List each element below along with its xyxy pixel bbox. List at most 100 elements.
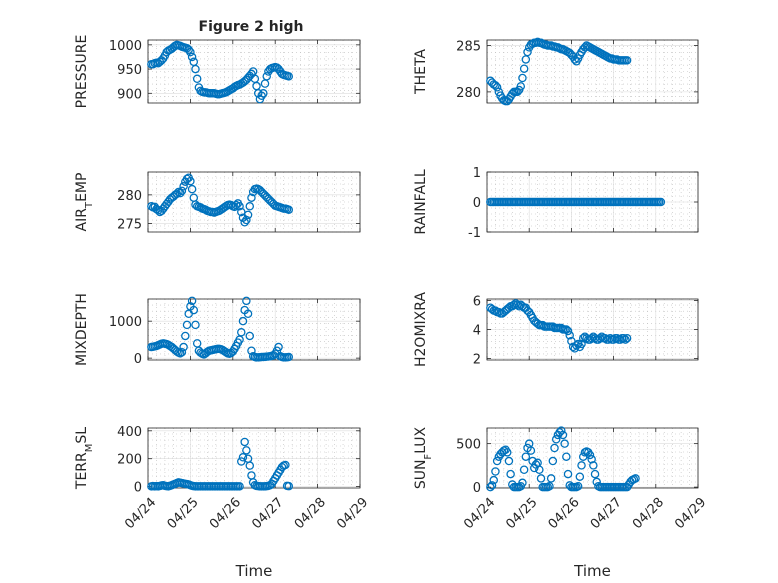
data-point [284, 205, 294, 214]
y-tick-label: 0 [473, 481, 481, 496]
data-point [245, 331, 255, 341]
data-point [177, 347, 187, 357]
data-point [284, 352, 294, 362]
y-tick-label: 1000 [109, 39, 142, 54]
data-point [191, 320, 200, 330]
data-point [179, 182, 188, 191]
y-tick-label: 285 [456, 40, 481, 55]
data-point [503, 448, 512, 457]
data-point [545, 482, 554, 491]
y-tick-label: 280 [456, 86, 481, 101]
axes-frame [147, 39, 361, 104]
data-point [235, 482, 244, 491]
y-axis-label: RAINFALL [413, 169, 429, 234]
y-tick-label: 4 [473, 324, 481, 339]
y-tick-label: 500 [456, 438, 481, 453]
y-axis-label: AIRTEMP [74, 173, 95, 232]
data-point [238, 453, 248, 462]
data-point [521, 452, 531, 461]
data-point [257, 91, 266, 100]
data-point [563, 326, 573, 336]
data-point [563, 469, 573, 479]
data-point [186, 47, 195, 57]
data-point [526, 446, 536, 455]
data-point [491, 81, 500, 90]
data-point [567, 336, 576, 346]
data-point [557, 426, 566, 435]
data-point [513, 300, 522, 310]
axes-frame [486, 39, 699, 104]
data-point [247, 346, 256, 356]
data-point [243, 309, 253, 319]
data-point [259, 89, 268, 98]
data-point [181, 331, 190, 341]
data-point [573, 482, 583, 491]
data-point [550, 443, 559, 453]
panel-1: 900 950 1000 PRESSURE [74, 35, 361, 108]
data-point [242, 296, 251, 306]
y-tick-label: 1000 [109, 315, 142, 330]
data-point [491, 467, 500, 476]
data-point [186, 176, 195, 186]
y-tick-label: 900 [117, 87, 142, 102]
data-point [622, 333, 632, 343]
data-point [492, 456, 502, 466]
panel-4: -1 0 1 RAINFALL [413, 166, 699, 241]
data-point [560, 439, 569, 448]
y-tick-label: 400 [117, 425, 142, 440]
y-axis-label: MIXDEPTH [74, 293, 90, 366]
data-point [189, 305, 199, 315]
y-axis-label: TERRMSL [74, 427, 95, 490]
data-point [487, 481, 497, 490]
data-point [284, 72, 294, 81]
y-tick-label: 2 [473, 353, 481, 368]
y-tick-label: 0 [134, 481, 142, 496]
data-point [242, 215, 251, 225]
panel-3: 275 280 AIRTEMP [74, 171, 361, 232]
y-axis-label: THETA [413, 49, 429, 95]
data-point [177, 186, 187, 196]
data-point [621, 335, 630, 344]
data-point [237, 207, 246, 217]
y-tick-label: 0 [473, 196, 481, 211]
data-point [506, 469, 515, 479]
y-tick-label: 200 [117, 453, 142, 468]
y-tick-label: -1 [468, 226, 481, 241]
data-point [187, 184, 197, 194]
panel-5: 0 1000 MIXDEPTH [74, 293, 361, 367]
data-point [245, 461, 255, 470]
data-point [562, 452, 571, 461]
data-point [187, 52, 197, 62]
data-point [284, 481, 294, 491]
data-point [242, 446, 251, 455]
axes-frame [486, 427, 699, 489]
data-point [631, 474, 640, 483]
panel-6: 2 4 6 H2OMIXRA [413, 292, 699, 368]
data-point [516, 82, 526, 91]
data-point [519, 465, 529, 474]
data-point [570, 55, 580, 64]
data-point [182, 320, 192, 330]
data-point [619, 333, 628, 343]
data-point [240, 218, 249, 227]
y-tick-label: 6 [473, 294, 481, 309]
data-point [281, 460, 290, 470]
data-point [247, 193, 256, 202]
data-point [577, 461, 586, 470]
data-point [184, 45, 193, 54]
data-point [489, 475, 499, 485]
data-point [546, 474, 556, 483]
y-tick-label: 1 [473, 166, 481, 181]
y-tick-label: 275 [117, 217, 142, 232]
data-point [153, 206, 163, 215]
data-point [486, 482, 495, 492]
data-point [575, 472, 585, 481]
data-point [590, 469, 600, 479]
data-point [175, 188, 185, 198]
y-tick-label: 950 [117, 63, 142, 78]
data-point [175, 349, 185, 358]
data-point [187, 296, 197, 306]
data-point [585, 450, 595, 460]
y-tick-label: 0 [134, 352, 142, 367]
data-point [551, 435, 561, 444]
